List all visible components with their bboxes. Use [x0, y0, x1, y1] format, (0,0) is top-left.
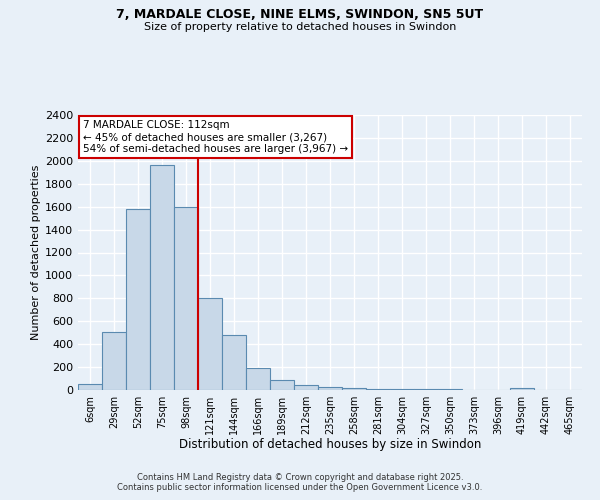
X-axis label: Distribution of detached houses by size in Swindon: Distribution of detached houses by size …: [179, 438, 481, 452]
Bar: [294, 386, 318, 390]
Text: 7, MARDALE CLOSE, NINE ELMS, SWINDON, SN5 5UT: 7, MARDALE CLOSE, NINE ELMS, SWINDON, SN…: [116, 8, 484, 20]
Bar: [78, 384, 102, 390]
Bar: [366, 389, 390, 390]
Bar: [126, 209, 150, 390]
Y-axis label: Number of detached properties: Number of detached properties: [31, 165, 41, 340]
Bar: [318, 387, 342, 390]
Bar: [174, 206, 198, 390]
Bar: [246, 368, 270, 390]
Text: Size of property relative to detached houses in Swindon: Size of property relative to detached ho…: [144, 22, 456, 32]
Bar: [510, 388, 534, 390]
Text: Contains public sector information licensed under the Open Government Licence v3: Contains public sector information licen…: [118, 482, 482, 492]
Text: 7 MARDALE CLOSE: 112sqm
← 45% of detached houses are smaller (3,267)
54% of semi: 7 MARDALE CLOSE: 112sqm ← 45% of detache…: [83, 120, 348, 154]
Bar: [342, 388, 366, 390]
Text: Contains HM Land Registry data © Crown copyright and database right 2025.: Contains HM Land Registry data © Crown c…: [137, 472, 463, 482]
Bar: [150, 166, 174, 390]
Bar: [198, 298, 222, 390]
Bar: [102, 332, 126, 390]
Bar: [222, 335, 246, 390]
Bar: [270, 380, 294, 390]
